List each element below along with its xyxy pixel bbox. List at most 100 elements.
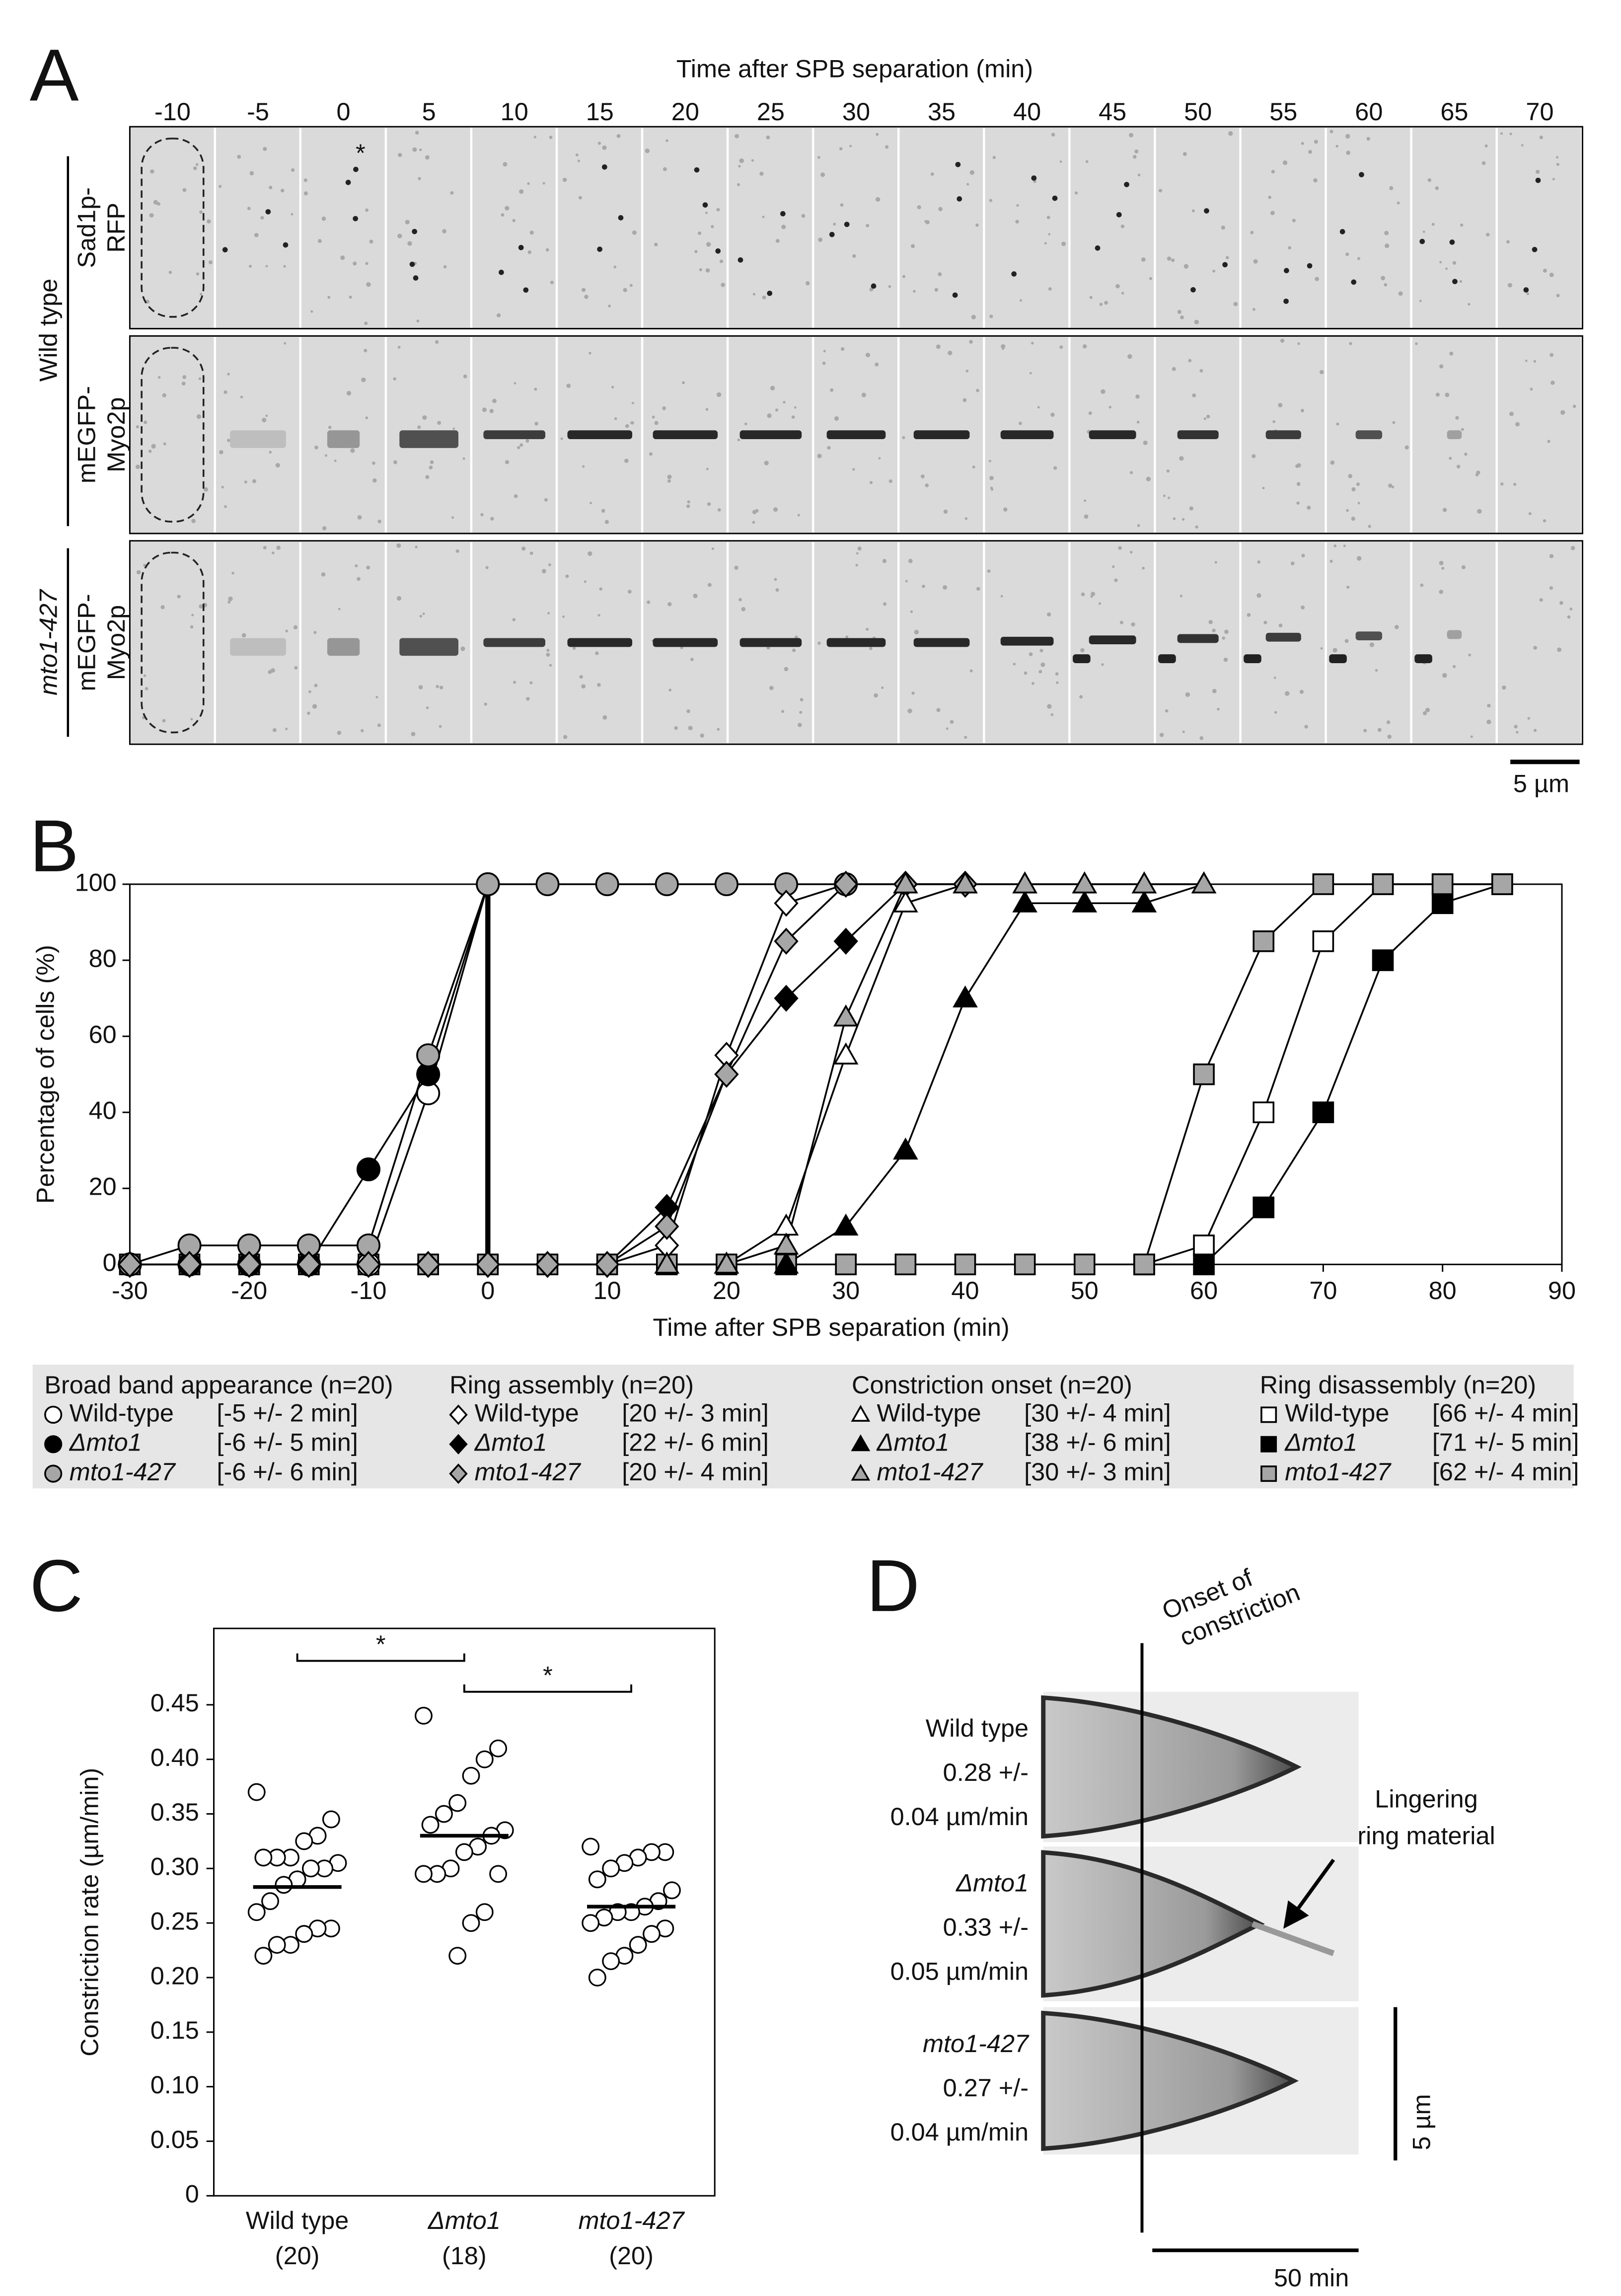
speckle [237, 154, 241, 159]
kymograph-name: Δmto1 [956, 1869, 1029, 1897]
speckle [1203, 417, 1206, 420]
significance-bracket [463, 1684, 632, 1693]
speckle [1129, 133, 1134, 138]
speckle [291, 213, 294, 216]
x-tick-label: -10 [351, 1276, 387, 1304]
ring-signal [1414, 654, 1432, 663]
spb-dot [829, 231, 835, 237]
data-point [268, 1936, 286, 1954]
speckle [1486, 232, 1490, 237]
speckle [443, 265, 447, 269]
speckle [738, 164, 741, 168]
speckle [514, 382, 516, 384]
x-tick-count: (18) [442, 2241, 487, 2270]
speckle [1131, 622, 1135, 627]
speckle [1208, 620, 1213, 624]
kymograph-signal [1041, 2010, 1299, 2151]
speckle [601, 509, 605, 513]
speckle [1056, 681, 1059, 684]
speckle [223, 390, 227, 394]
marker [296, 1251, 321, 1278]
speckle [377, 519, 381, 524]
speckle [625, 424, 629, 428]
panel-label: D [867, 1545, 920, 1627]
speckle [1336, 422, 1339, 426]
speckle [545, 248, 549, 252]
speckle [969, 669, 973, 673]
data-point [629, 1936, 647, 1954]
speckle [801, 214, 806, 218]
speckle [463, 374, 467, 379]
legend-entry: mto1-427 [877, 1457, 983, 1486]
micrograph [1156, 127, 1240, 328]
speckle [1084, 499, 1087, 502]
speckle [1262, 487, 1265, 490]
speckle [1019, 299, 1023, 302]
speckle [393, 460, 397, 464]
significance-label: * [376, 1630, 386, 1658]
speckle [307, 711, 310, 715]
speckle [805, 281, 810, 286]
speckle [716, 392, 722, 397]
speckle [589, 352, 591, 355]
speckle [1167, 256, 1172, 261]
speckle [1133, 154, 1137, 159]
speckle [737, 438, 740, 442]
speckle [1000, 595, 1003, 598]
speckle [1089, 296, 1093, 299]
speckle [1556, 294, 1560, 298]
significance-label: * [543, 1661, 553, 1689]
speckle [439, 686, 443, 689]
speckle [711, 225, 714, 229]
speckle [705, 408, 709, 411]
speckle [272, 728, 277, 732]
marker [1372, 873, 1394, 895]
speckle [285, 629, 288, 633]
marker [833, 1213, 859, 1236]
speckle [1425, 707, 1430, 712]
speckle [419, 148, 422, 152]
speckle [717, 728, 720, 731]
marker [774, 927, 799, 955]
speckle [964, 517, 968, 520]
speckle [700, 733, 704, 738]
speckle [541, 569, 546, 574]
speckle [1194, 319, 1199, 325]
speckle [827, 446, 831, 450]
marker [954, 1253, 976, 1276]
spb-dot [1222, 262, 1228, 268]
spb-dot [523, 287, 529, 293]
kymograph-rate: 0.33 +/- [943, 1913, 1029, 1941]
speckle [581, 684, 586, 689]
speckle [1038, 670, 1042, 674]
speckle [412, 147, 417, 152]
speckle [1141, 257, 1146, 262]
speckle [1129, 550, 1133, 554]
speckle [355, 564, 358, 568]
data-point [643, 1925, 661, 1943]
speckle [840, 203, 844, 207]
speckle [693, 594, 698, 599]
ring-signal [483, 638, 546, 647]
speckle [1513, 483, 1517, 486]
spb-dot [1284, 268, 1289, 274]
speckle [840, 347, 845, 351]
speckle [1314, 140, 1318, 144]
speckle [989, 475, 994, 480]
speckle [1455, 416, 1459, 420]
speckle [1459, 280, 1463, 283]
speckle [324, 454, 328, 457]
speckle [823, 350, 826, 353]
speckle [303, 191, 308, 196]
speckle [627, 590, 632, 594]
speckle [162, 393, 166, 397]
speckle [1212, 269, 1215, 273]
ring-signal [739, 638, 802, 647]
speckle [1386, 720, 1391, 724]
speckle [1509, 411, 1514, 416]
speckle [1315, 277, 1319, 281]
speckle [1453, 665, 1456, 668]
speckle [1142, 566, 1145, 570]
spb-dot [413, 275, 419, 281]
speckle [614, 417, 617, 420]
